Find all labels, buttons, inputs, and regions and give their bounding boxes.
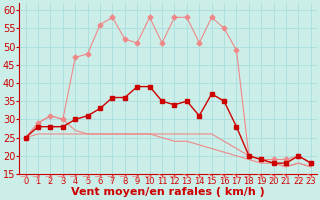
X-axis label: Vent moyen/en rafales ( km/h ): Vent moyen/en rafales ( km/h ): [71, 187, 265, 197]
